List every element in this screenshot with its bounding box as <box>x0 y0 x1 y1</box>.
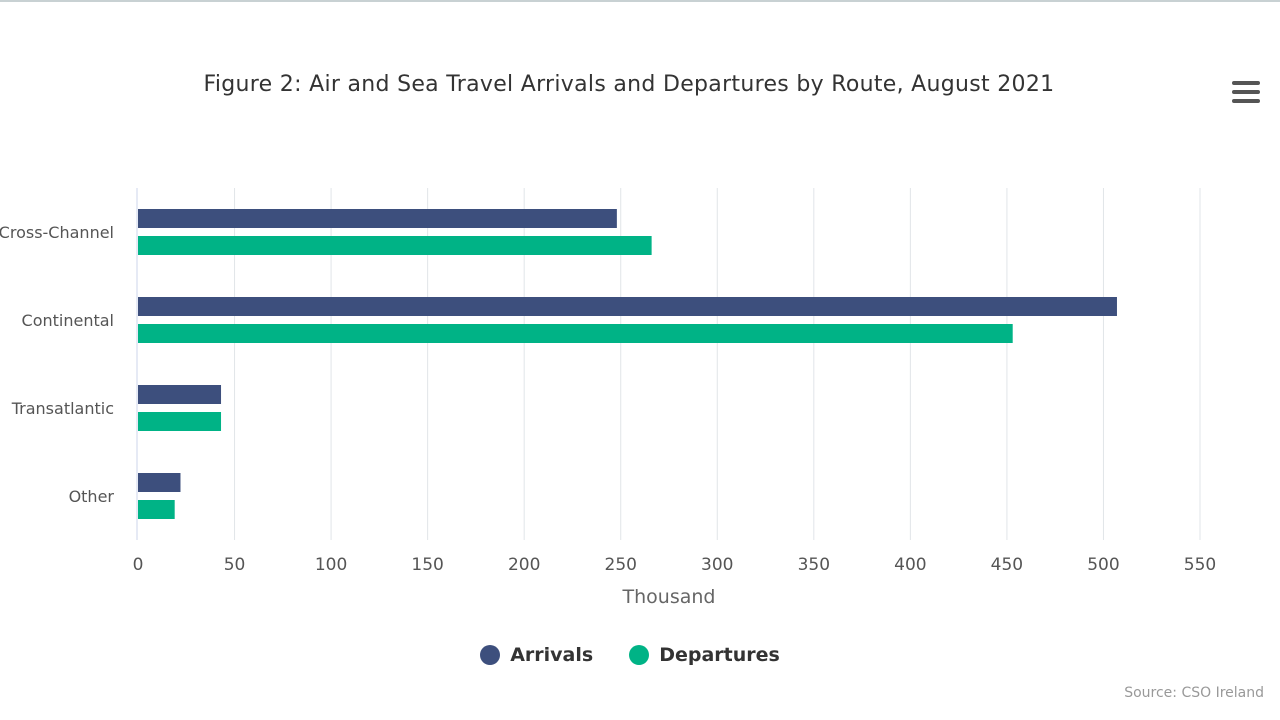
x-tick-label: 300 <box>701 555 733 575</box>
x-tick-label: 450 <box>991 555 1023 575</box>
legend-label: Arrivals <box>510 644 594 666</box>
x-tick-label: 500 <box>1087 555 1119 575</box>
legend-swatch <box>480 645 501 665</box>
legend-item-departures[interactable]: Departures <box>629 644 780 666</box>
bar-arrivals-transatlantic <box>138 385 222 404</box>
category-label: Cross-Channel <box>0 223 114 242</box>
bar-departures-other <box>138 500 175 519</box>
category-label: Continental <box>22 311 114 330</box>
category-label: Transatlantic <box>11 399 114 418</box>
legend-swatch <box>629 645 650 665</box>
menu-bar <box>1232 81 1260 85</box>
chart-title: Figure 2: Air and Sea Travel Arrivals an… <box>203 72 1055 97</box>
bar-arrivals-cross-channel <box>138 209 617 228</box>
bar-departures-cross-channel <box>138 236 652 255</box>
menu-bar <box>1232 90 1260 94</box>
legend-label: Departures <box>659 644 780 666</box>
top-divider <box>0 0 1280 2</box>
bar-departures-transatlantic <box>138 412 222 431</box>
x-tick-label: 400 <box>894 555 926 575</box>
chart-legend: Arrivals Departures <box>0 644 1260 666</box>
menu-bar <box>1232 99 1260 103</box>
x-tick-label: 200 <box>508 555 540 575</box>
hamburger-menu-icon[interactable] <box>1230 78 1262 106</box>
category-label: Other <box>69 487 115 506</box>
legend-item-arrivals[interactable]: Arrivals <box>480 644 593 666</box>
x-tick-label: 50 <box>224 555 246 575</box>
bar-arrivals-continental <box>138 297 1117 316</box>
x-tick-label: 150 <box>411 555 443 575</box>
bar-arrivals-other <box>138 473 181 492</box>
x-tick-label: 350 <box>798 555 830 575</box>
x-axis-title: Thousand <box>622 586 716 608</box>
bar-departures-continental <box>138 324 1013 343</box>
x-tick-label: 550 <box>1184 555 1216 575</box>
source-credit: Source: CSO Ireland <box>1124 685 1264 701</box>
x-tick-label: 250 <box>605 555 637 575</box>
bar-chart: Cross-Channel Continental Transatlantic Oth… <box>0 188 1216 608</box>
x-tick-label: 100 <box>315 555 347 575</box>
x-tick-label: 0 <box>133 555 144 575</box>
